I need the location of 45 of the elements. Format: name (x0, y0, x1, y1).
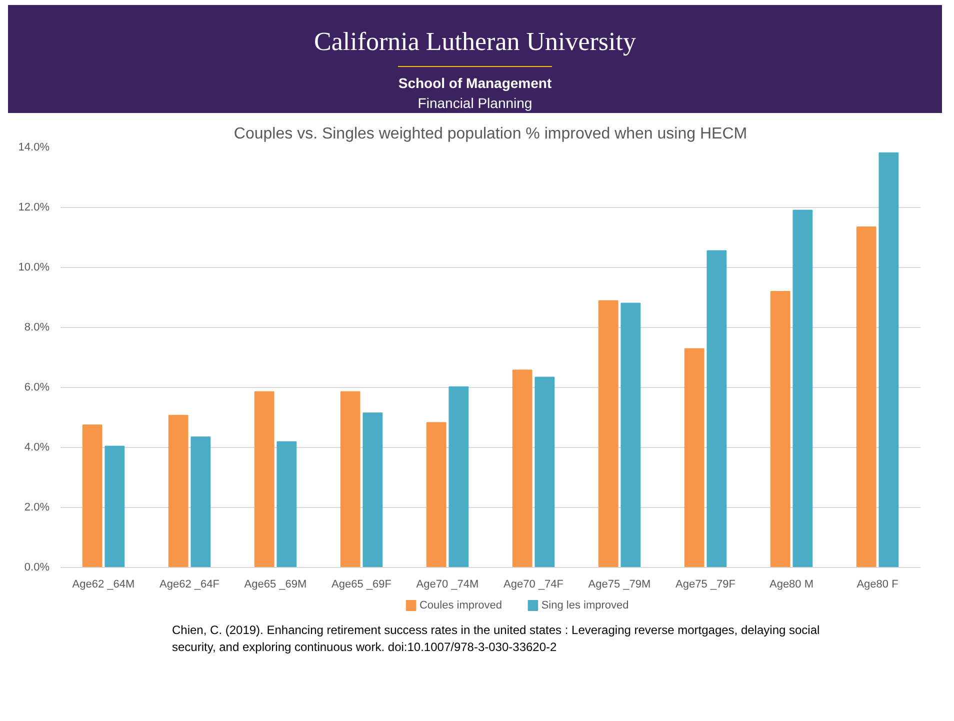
bar (684, 348, 704, 568)
y-tick-label: 2.0% (24, 502, 50, 514)
bar (190, 436, 211, 568)
bar (276, 441, 297, 568)
x-tick-label: Age70 _74F (504, 578, 564, 590)
bar (534, 376, 555, 568)
bar (426, 422, 446, 568)
bar (448, 386, 469, 568)
text: Chien, C. (2019). Enhancing retirement success rates in the united states : Leveraging reverse mortgages, delaying social security, and exploring continuous work. doi:10.1007/978-3-030-33620-2 (172, 622, 821, 656)
x-tick-label: Age80 F (856, 578, 899, 590)
text: Financial Planning (416, 94, 534, 114)
y-tick-label: 10.0% (18, 262, 50, 274)
text: California Lutheran University (312, 26, 638, 58)
legend-label: Coules improved (419, 600, 502, 612)
x-tick-label: Age65 _69F (332, 578, 392, 590)
y-tick-label: 14.0% (18, 142, 50, 154)
bar (254, 391, 274, 568)
y-tick-label: 4.0% (24, 442, 50, 454)
bar (620, 302, 641, 568)
x-tick-label: Age62 _64M (72, 578, 135, 590)
x-tick-label: Age70 _74M (416, 578, 479, 590)
y-tick-label: 12.0% (18, 202, 50, 214)
bar (168, 414, 188, 568)
bar (104, 446, 125, 568)
chart-title: Couples vs. Singles weighted population % improved when using HECM (234, 126, 748, 142)
bar (856, 226, 876, 568)
x-tick-label: Age65 _69M (244, 578, 307, 590)
x-tick-label: Age80 M (769, 578, 814, 590)
bar (598, 300, 618, 568)
bar (362, 412, 383, 568)
text: School of Management (398, 66, 552, 94)
x-tick-label: Age62 _64F (160, 578, 220, 590)
y-tick-label: 0.0% (24, 562, 50, 574)
legend-label: Sing les improved (541, 600, 629, 612)
bar (82, 424, 102, 568)
bar (706, 250, 727, 568)
y-tick-label: 6.0% (24, 382, 50, 394)
bar (340, 391, 360, 568)
x-tick-label: Age75 _79F (676, 578, 736, 590)
bar (512, 370, 532, 568)
bar (792, 210, 813, 568)
bar (770, 291, 790, 568)
bar (878, 152, 899, 568)
y-tick-label: 8.0% (24, 322, 50, 334)
x-tick-label: Age75 _79M (588, 578, 651, 590)
